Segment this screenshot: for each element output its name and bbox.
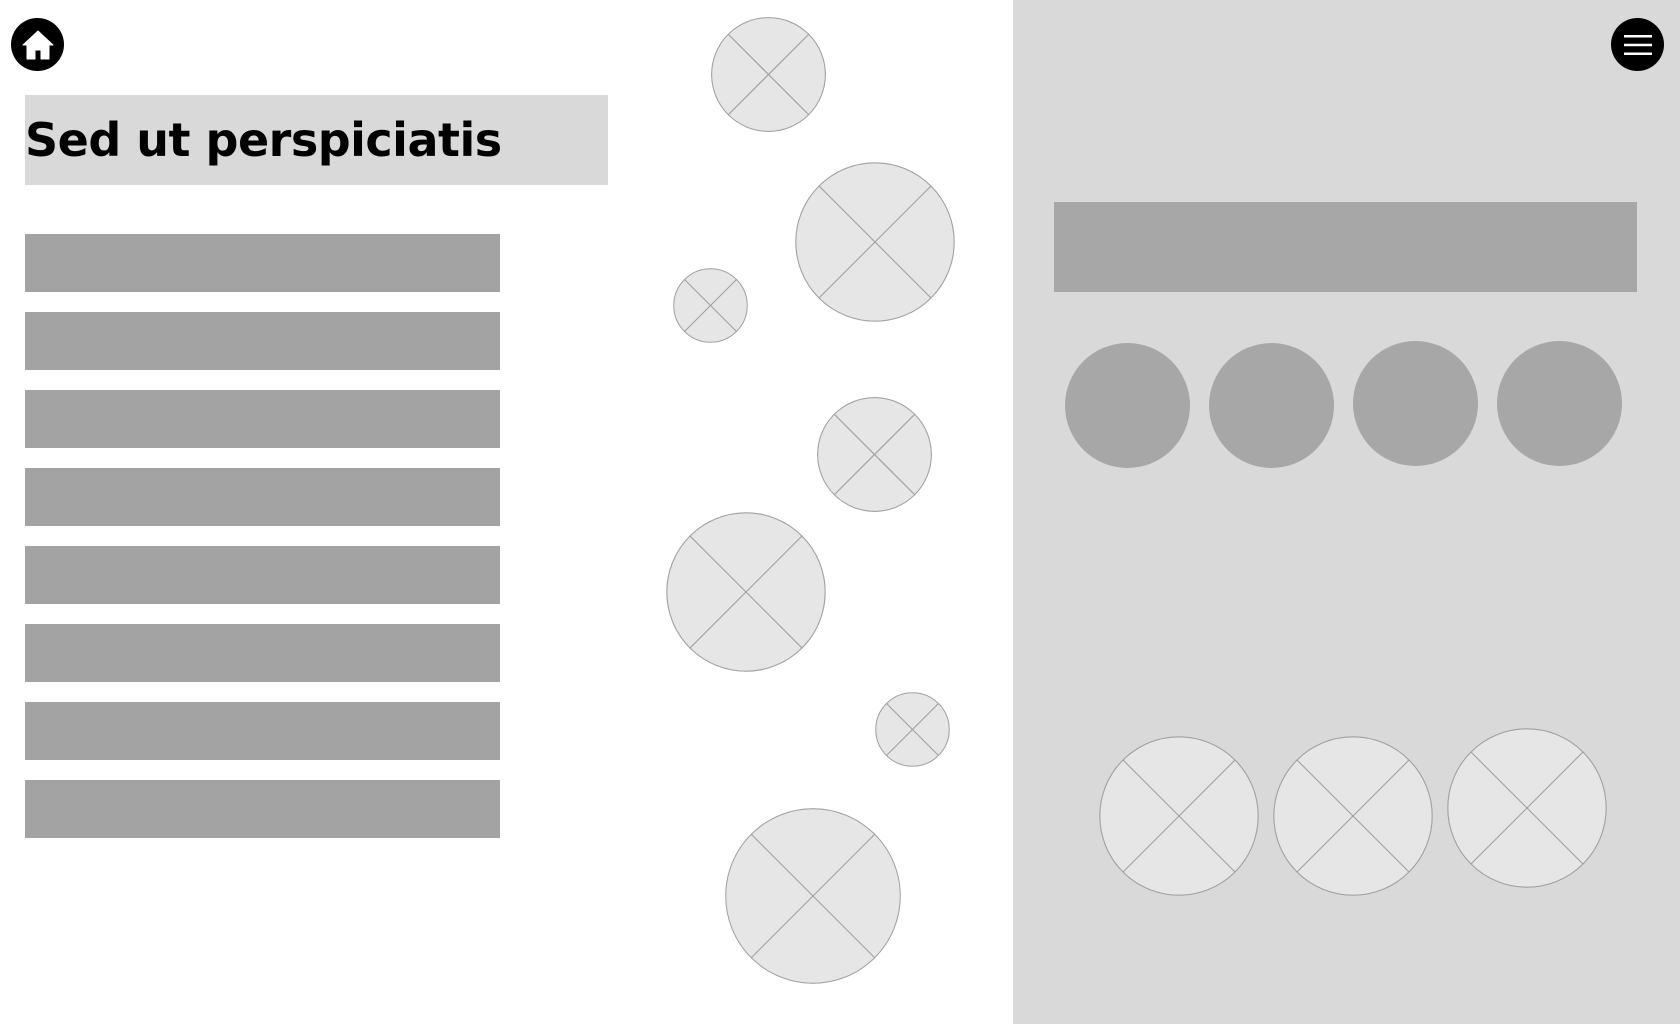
gallery-placeholder-3[interactable]: [1447, 728, 1607, 888]
list-item[interactable]: [25, 390, 500, 448]
list-item[interactable]: [25, 312, 500, 370]
image-placeholder-icon: [1273, 736, 1433, 896]
image-placeholder-5: [666, 512, 826, 672]
menu-button[interactable]: [1611, 18, 1664, 71]
image-placeholder-4: [817, 397, 932, 512]
list-item[interactable]: [25, 780, 500, 838]
image-placeholder-7: [725, 808, 901, 984]
panel-header-bar: [1054, 202, 1637, 292]
avatar-4[interactable]: [1497, 341, 1622, 466]
list-item[interactable]: [25, 702, 500, 760]
image-placeholder-2: [795, 162, 955, 322]
image-placeholder-1: [711, 17, 826, 132]
image-placeholder-icon: [673, 268, 748, 343]
image-placeholder-icon: [817, 397, 932, 512]
avatar-3[interactable]: [1353, 341, 1478, 466]
list-item[interactable]: [25, 624, 500, 682]
page-title-box: Sed ut perspiciatis: [25, 95, 608, 185]
content-list: [25, 234, 500, 858]
list-item[interactable]: [25, 234, 500, 292]
gallery-placeholder-1[interactable]: [1099, 736, 1259, 896]
image-placeholder-3: [673, 268, 748, 343]
home-button[interactable]: [11, 18, 64, 71]
avatar-2[interactable]: [1209, 343, 1334, 468]
image-placeholder-icon: [875, 692, 950, 767]
image-placeholder-icon: [1447, 728, 1607, 888]
avatar-1[interactable]: [1065, 343, 1190, 468]
page-title: Sed ut perspiciatis: [25, 113, 502, 167]
gallery-placeholder-2[interactable]: [1273, 736, 1433, 896]
image-placeholder-icon: [795, 162, 955, 322]
list-item[interactable]: [25, 468, 500, 526]
image-placeholder-icon: [1099, 736, 1259, 896]
image-placeholder-icon: [725, 808, 901, 984]
image-placeholder-6: [875, 692, 950, 767]
home-icon: [22, 30, 53, 59]
image-placeholder-icon: [711, 17, 826, 132]
list-item[interactable]: [25, 546, 500, 604]
hamburger-menu-icon: [1623, 34, 1652, 55]
image-placeholder-icon: [666, 512, 826, 672]
